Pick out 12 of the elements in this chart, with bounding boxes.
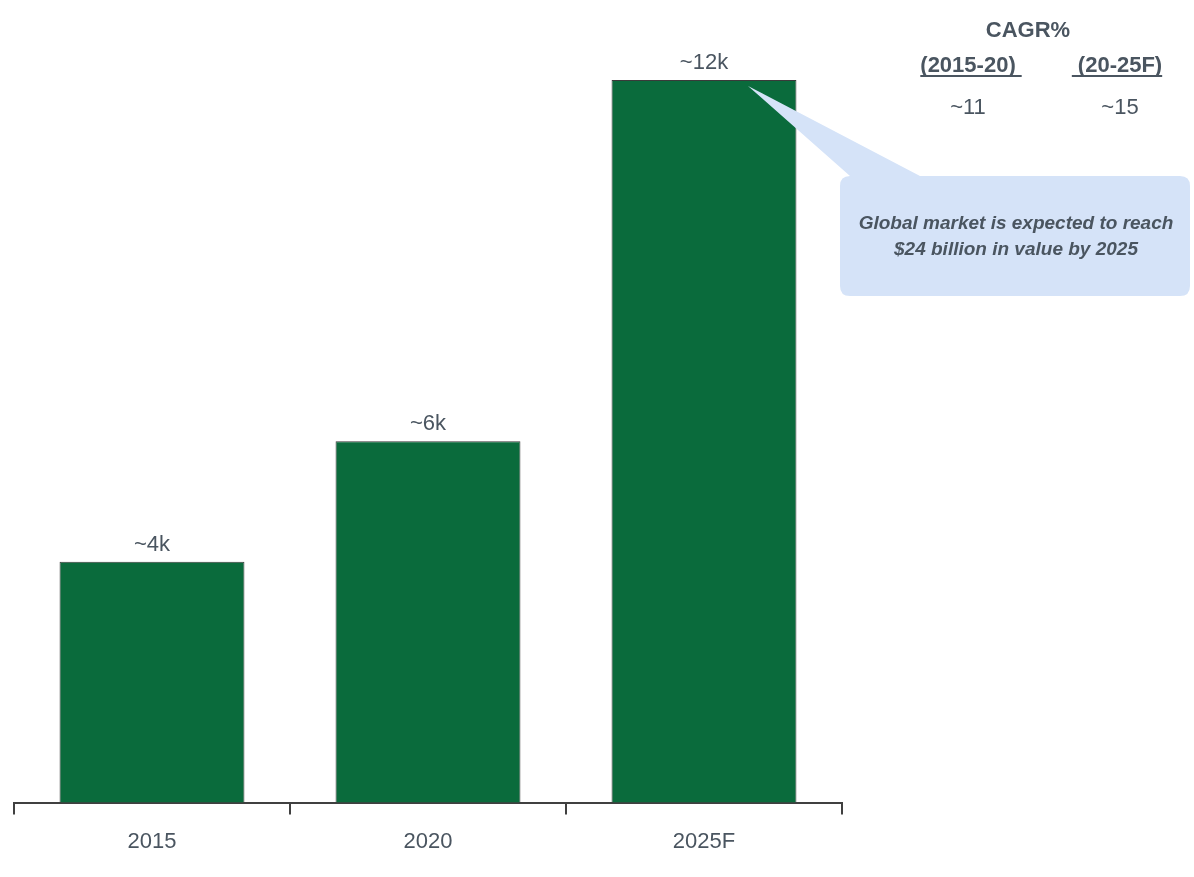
data-label: ~4k — [133, 530, 172, 556]
data-label: ~6k — [409, 410, 448, 436]
text: ~15 — [1101, 94, 1139, 119]
data-label: ~12k — [679, 49, 730, 75]
text: ~11 — [950, 94, 986, 119]
text: Global market is expected to reach $24 billion in value by 2025 — [857, 211, 1175, 261]
x-tick-label: 2020 — [403, 827, 453, 853]
x-tick-label: 2015 — [127, 827, 177, 853]
text: (20-25F) — [1077, 52, 1163, 77]
text: (2015-20) — [920, 52, 1016, 77]
text: CAGR% — [985, 17, 1071, 42]
x-tick-label: 2025F — [672, 827, 736, 853]
